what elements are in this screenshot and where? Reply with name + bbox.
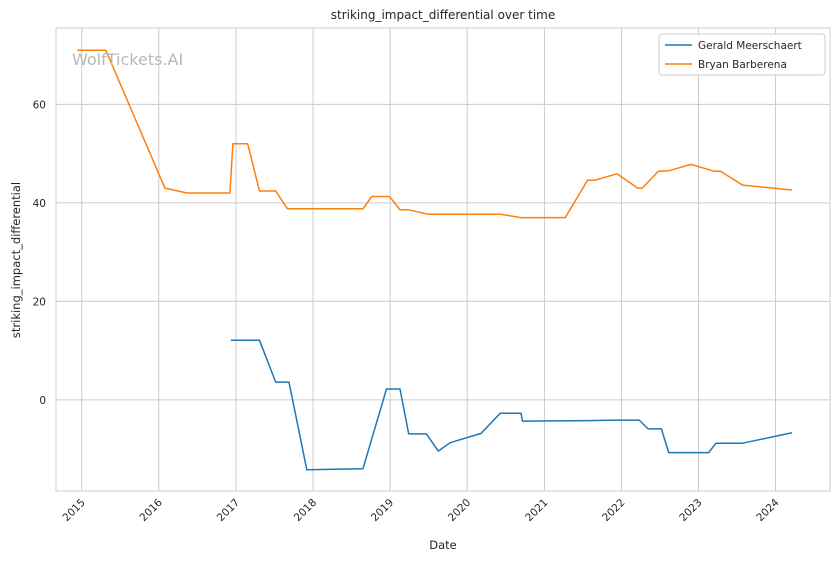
y-tick-label: 60 <box>33 99 46 111</box>
y-tick-label: 0 <box>39 395 46 407</box>
legend: Gerald Meerschaert Bryan Barberena <box>658 33 826 76</box>
series-line-bryan-barberena <box>76 49 793 219</box>
series-lines <box>76 49 793 471</box>
x-tick-label: 2015 <box>60 497 87 524</box>
plot-frame <box>55 27 831 492</box>
legend-label-gerald-meerschaert: Gerald Meerschaert <box>698 40 802 52</box>
chart-title: striking_impact_differential over time <box>331 8 556 22</box>
watermark-text: WolfTickets.AI <box>72 50 183 69</box>
y-tick-label: 20 <box>33 296 46 308</box>
axis-ticks: 2015 2016 2017 2018 2019 2020 2021 2022 2023 2024… <box>33 99 782 524</box>
x-tick-label: 2021 <box>523 497 550 524</box>
series-line-gerald-meerschaert <box>230 339 793 471</box>
x-tick-label: 2017 <box>215 497 242 524</box>
y-axis-label: striking_impact_differential <box>9 182 23 338</box>
x-tick-label: 2018 <box>292 497 319 524</box>
x-axis-label: Date <box>429 538 457 552</box>
x-tick-label: 2024 <box>754 496 782 524</box>
x-tick-label: 2023 <box>677 497 704 524</box>
grid-lines <box>56 28 830 491</box>
x-tick-label: 2016 <box>138 496 166 524</box>
x-tick-label: 2020 <box>446 497 473 524</box>
legend-box <box>658 33 826 76</box>
x-tick-label: 2019 <box>369 497 396 524</box>
y-tick-label: 40 <box>33 198 46 210</box>
legend-label-bryan-barberena: Bryan Barberena <box>698 59 787 71</box>
x-tick-label: 2022 <box>600 497 627 524</box>
